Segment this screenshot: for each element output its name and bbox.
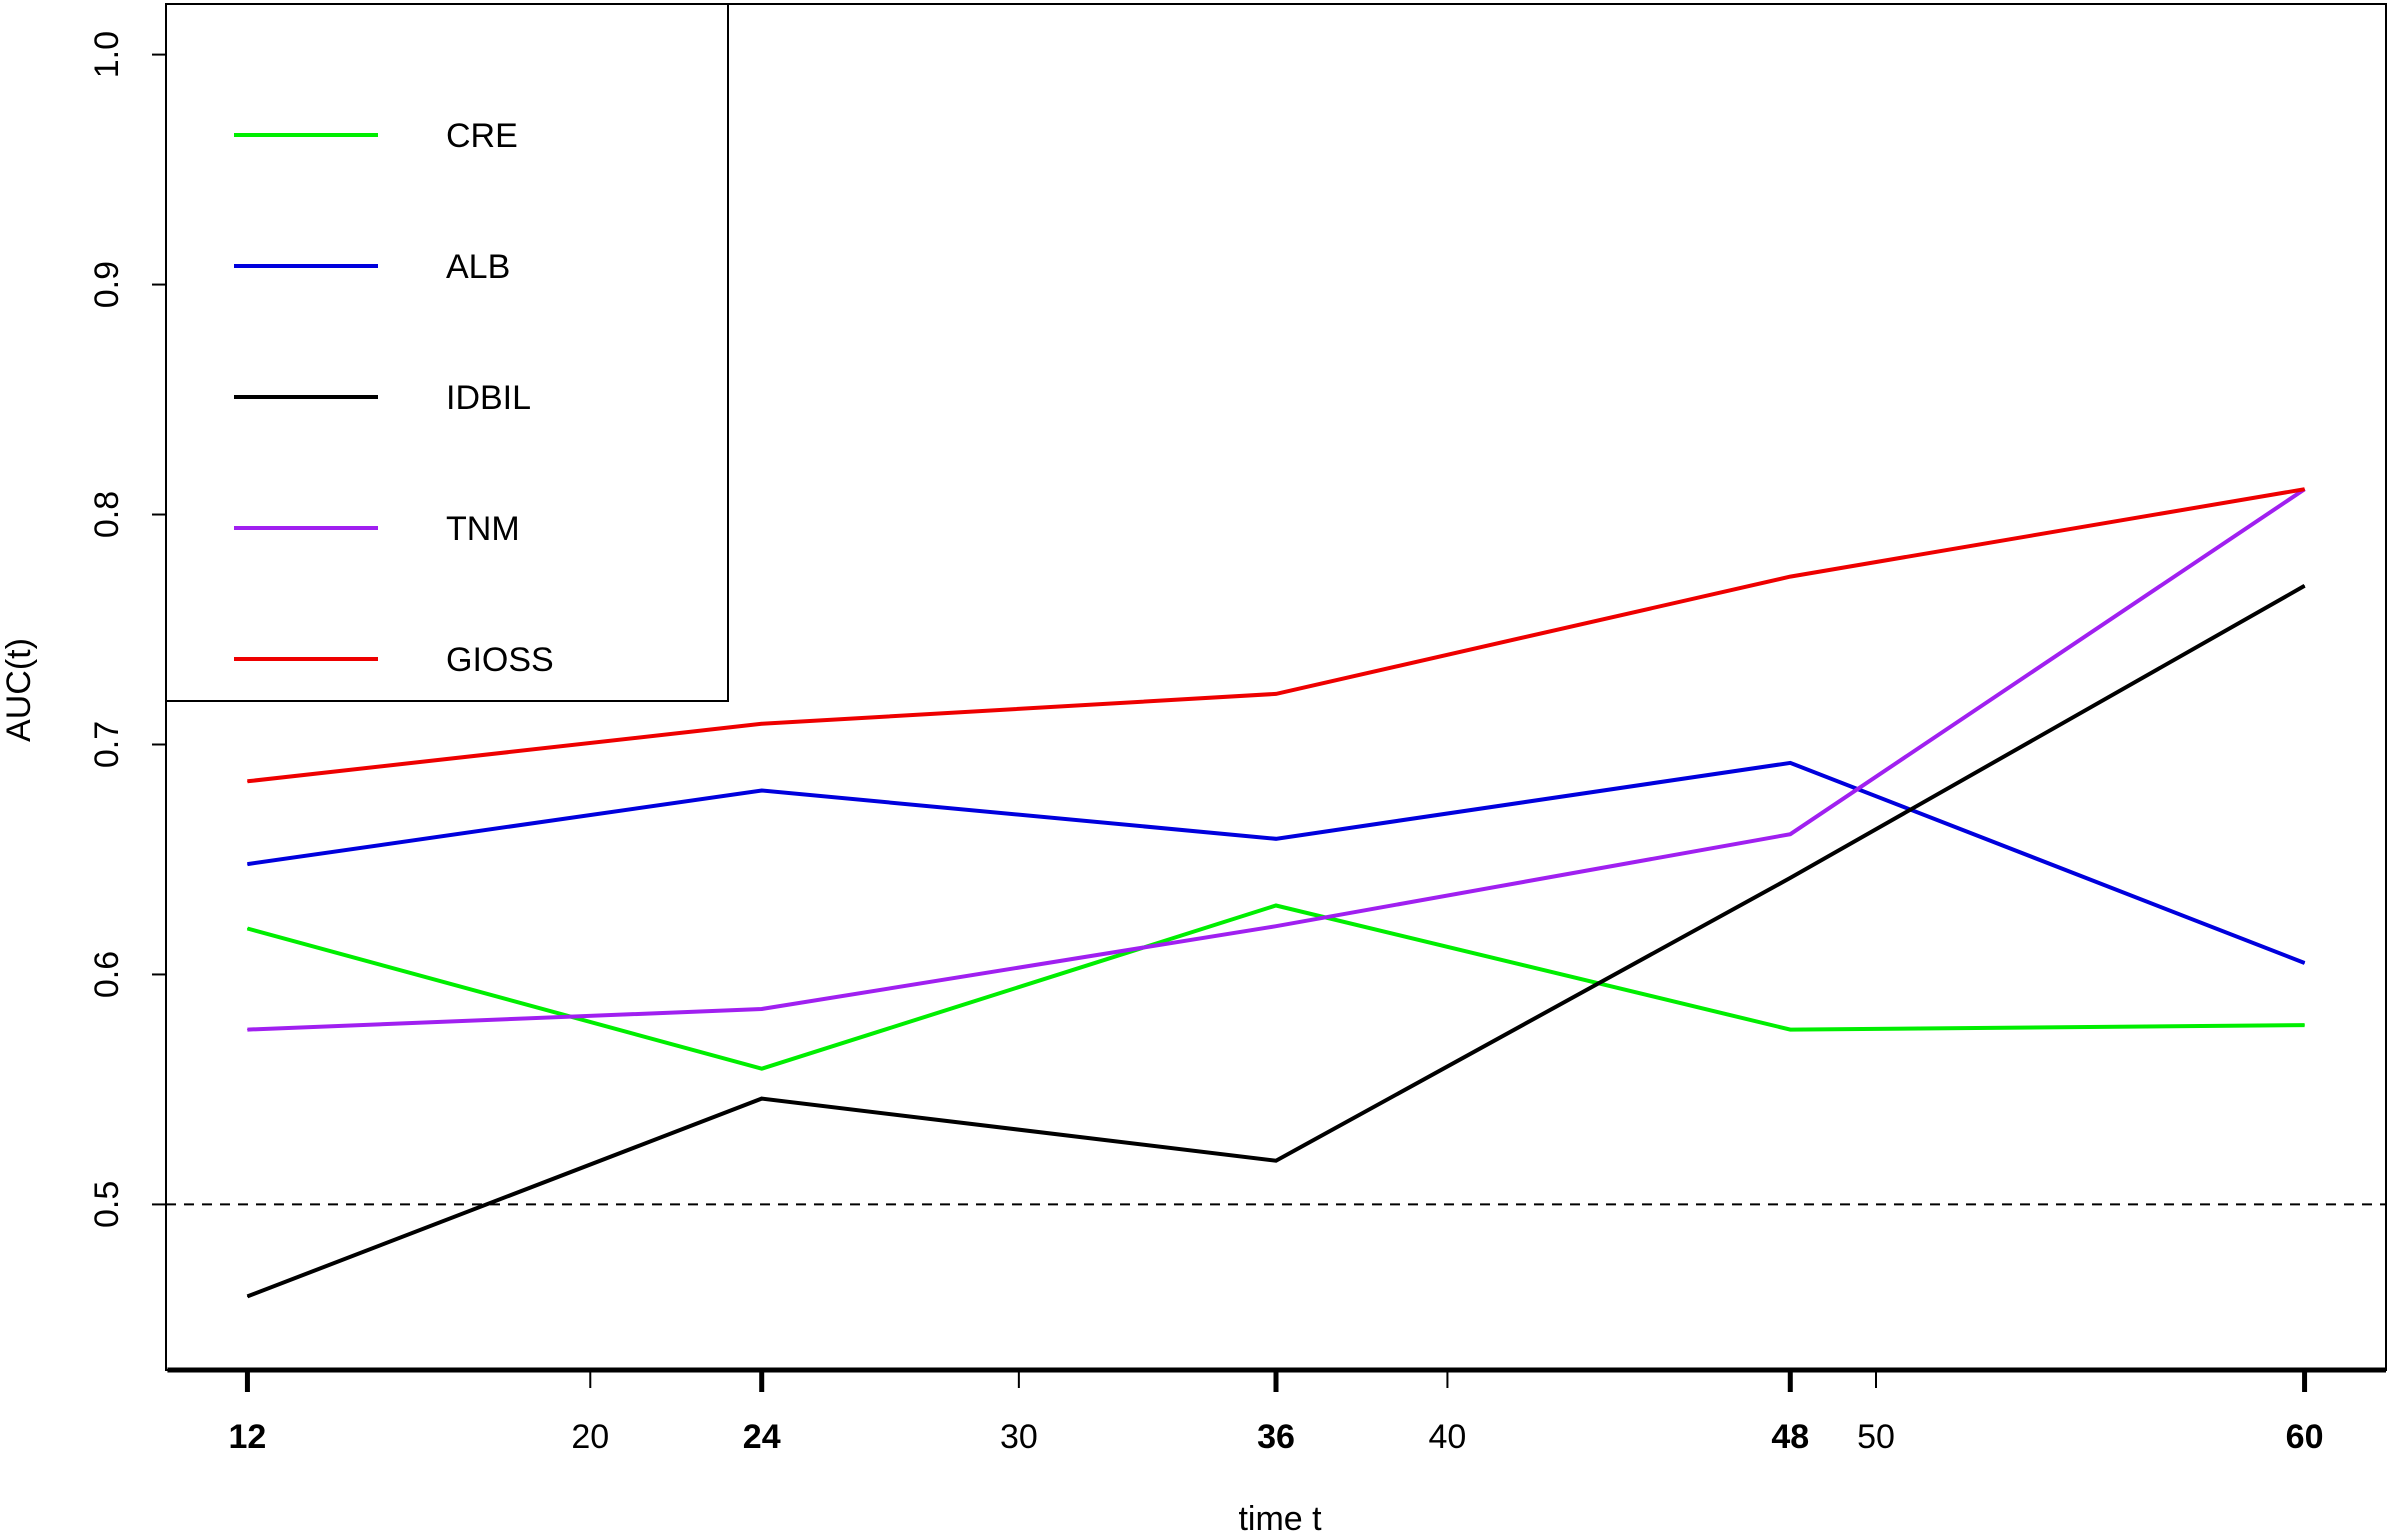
data-point-gioss-48 <box>1789 576 1791 578</box>
data-point-idbil-12 <box>246 1295 248 1297</box>
y-tick-label-1.0: 1.0 <box>88 31 126 78</box>
data-point-alb-36 <box>1275 838 1277 840</box>
y-tick-label-0.9: 0.9 <box>88 261 126 308</box>
data-point-tnm-24 <box>761 1008 763 1010</box>
legend: CRE ALB IDBIL TNM GIOSS <box>165 3 729 702</box>
legend-label-gioss: GIOSS <box>446 641 554 679</box>
data-point-gioss-24 <box>761 723 763 725</box>
data-point-alb-60 <box>2304 962 2306 964</box>
data-point-cre-36 <box>1275 904 1277 906</box>
legend-box <box>165 3 729 702</box>
data-point-alb-12 <box>246 863 248 865</box>
data-point-idbil-48 <box>1789 877 1791 879</box>
data-point-idbil-60 <box>2304 585 2306 587</box>
data-point-cre-60 <box>2304 1024 2306 1026</box>
y-axis-title: AUC(t) <box>0 638 38 742</box>
legend-label-cre: CRE <box>446 117 518 155</box>
legend-label-tnm: TNM <box>446 510 520 548</box>
data-point-cre-12 <box>246 927 248 929</box>
y-tick-label-0.5: 0.5 <box>88 1181 126 1228</box>
x-tick-label-30: 30 <box>1000 1418 1038 1456</box>
data-point-cre-48 <box>1789 1029 1791 1031</box>
data-point-tnm-36 <box>1275 925 1277 927</box>
x-tick-label-60: 60 <box>2286 1418 2324 1456</box>
x-tick-label-40: 40 <box>1429 1418 1467 1456</box>
y-tick-label-0.6: 0.6 <box>88 951 126 998</box>
x-tick-label-48: 48 <box>1771 1418 1809 1456</box>
data-point-gioss-60 <box>2304 488 2306 490</box>
legend-label-idbil: IDBIL <box>446 379 531 417</box>
x-tick-label-24: 24 <box>743 1418 781 1456</box>
x-axis-title: time t <box>1238 1500 1322 1536</box>
y-tick-label-0.7: 0.7 <box>88 721 126 768</box>
x-tick-label-36: 36 <box>1257 1418 1295 1456</box>
data-point-alb-48 <box>1789 762 1791 764</box>
series-lines <box>246 487 2306 1299</box>
x-tick-label-50: 50 <box>1857 1418 1895 1456</box>
data-point-idbil-24 <box>761 1098 763 1100</box>
y-tick-label-0.8: 0.8 <box>88 491 126 538</box>
x-axis: 20 30 40 50 12 24 36 48 60 <box>167 1367 2386 1456</box>
series-line-alb <box>247 760 2306 965</box>
data-point-gioss-12 <box>246 780 248 782</box>
y-axis: 0.5 0.6 0.7 0.8 0.9 1.0 <box>88 31 166 1228</box>
data-point-idbil-36 <box>1275 1160 1277 1162</box>
x-tick-label-20: 20 <box>571 1418 609 1456</box>
data-point-tnm-12 <box>246 1029 248 1031</box>
data-point-gioss-36 <box>1275 693 1277 695</box>
data-point-tnm-48 <box>1789 833 1791 835</box>
data-point-cre-24 <box>761 1068 763 1070</box>
data-point-alb-24 <box>761 789 763 791</box>
x-tick-label-12: 12 <box>229 1418 267 1456</box>
legend-label-alb: ALB <box>446 248 510 286</box>
series-line-cre <box>246 903 2305 1071</box>
